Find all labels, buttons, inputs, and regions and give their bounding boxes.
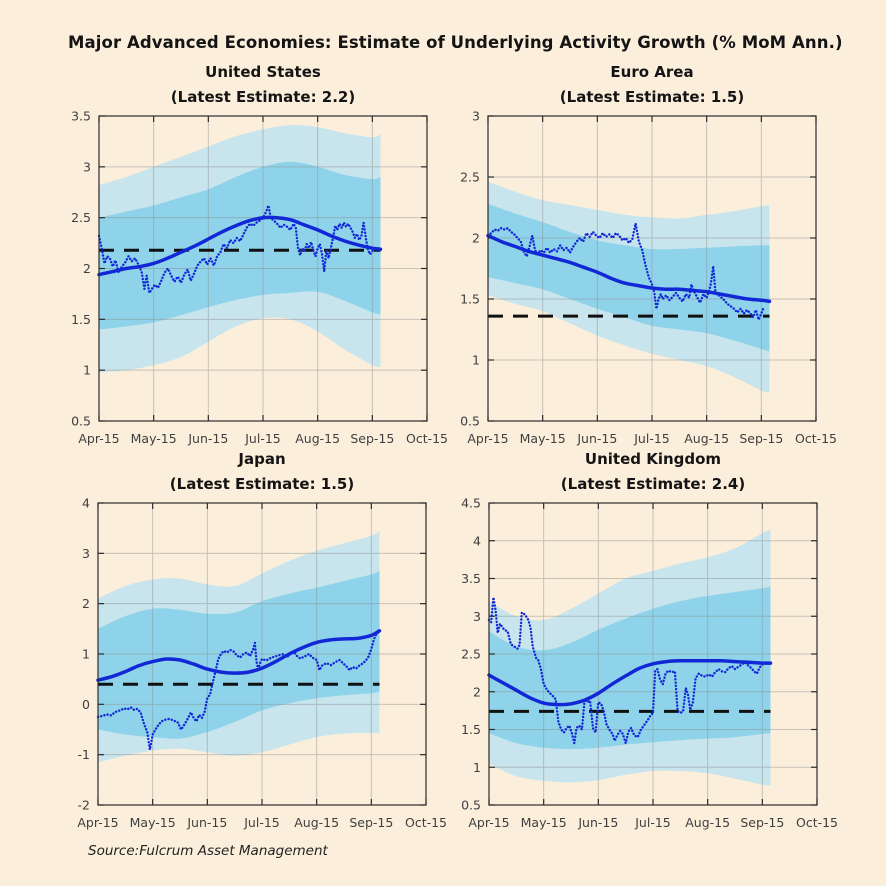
y-tick-label: 1.5 [460, 292, 480, 307]
y-tick-label: 0.5 [460, 414, 480, 429]
x-tick-label: Sep-15 [350, 431, 394, 446]
y-tick-label: 3 [473, 609, 481, 624]
y-tick-label: -2 [78, 798, 90, 813]
united-states-chart: 0.5 1 1.5 2 2.5 3 3.5 Apr-15 May-15 Jun-15 Jul-15 A… [71, 109, 448, 447]
x-tick-label: Sep-15 [739, 431, 783, 446]
smooth-estimate-line [97, 215, 383, 277]
x-tick-label: Sep-15 [349, 815, 393, 830]
y-tick-label: 3 [82, 546, 90, 561]
y-tick-label: -1 [78, 747, 90, 762]
inner-confidence-band [98, 571, 380, 739]
inner-confidence-band [488, 203, 770, 352]
x-tick-label: Apr-15 [77, 815, 118, 830]
tick-labels: -2 -1 0 1 2 3 4 Apr-15 May-15 Jun-15 Jul-15 Aug-15 S… [77, 496, 447, 831]
tick-labels: 0.5 1 1.5 2 2.5 3 Apr-15 May-15 Jun-15 Jul-15 Aug-… [460, 109, 837, 447]
x-tick-label: Apr-15 [467, 431, 508, 446]
x-tick-label: Jul-15 [243, 815, 280, 830]
axes-frame [98, 115, 428, 422]
y-tick-label: 1 [83, 363, 91, 378]
smooth-estimate-line [486, 233, 772, 304]
daily-estimate-dotted-line [97, 204, 377, 295]
panel-title-japan: Japan [238, 450, 286, 468]
x-tick-label: Apr-15 [468, 815, 509, 830]
japan-chart: -2 -1 0 1 2 3 4 Apr-15 May-15 Jun-15 Jul-15 Aug-15 S… [77, 496, 447, 831]
y-tick-label: 4 [473, 533, 481, 548]
x-tick-label: Oct-15 [406, 431, 448, 446]
euro-area-chart: 0.5 1 1.5 2 2.5 3 Apr-15 May-15 Jun-15 Jul-15 Aug-… [460, 109, 837, 447]
x-tick-label: Jun-15 [187, 431, 228, 446]
x-tick-label: Jul-15 [244, 431, 281, 446]
y-tick-label: 1.5 [461, 722, 481, 737]
panel-subtitle-japan: (Latest Estimate: 1.5) [169, 475, 355, 493]
panel-subtitle-euro-area: (Latest Estimate: 1.5) [559, 88, 745, 106]
panel-title-united-kingdom: United Kingdom [584, 450, 722, 468]
x-tick-label: Aug-15 [294, 815, 339, 830]
y-tick-label: 0.5 [71, 414, 91, 429]
panel-subtitle-united-kingdom: (Latest Estimate: 2.4) [560, 475, 746, 493]
x-tick-label: Aug-15 [685, 815, 730, 830]
y-tick-label: 2 [82, 596, 90, 611]
tick-labels: 0.5 1 1.5 2 2.5 3 3.5 Apr-15 May-15 Jun-15 Jul-15 A… [71, 109, 448, 447]
x-tick-label: Jul-15 [634, 815, 671, 830]
y-tick-label: 1 [473, 760, 481, 775]
panel-title-euro-area: Euro Area [610, 63, 694, 81]
x-tick-label: May-15 [130, 815, 176, 830]
smooth-estimate-line [96, 629, 382, 682]
tick-labels: 0.5 1 1.5 2 2.5 3 3.5 4 4.5 Apr-15 May-15 Jun-15 Jul… [461, 496, 838, 831]
smooth-estimate-line [487, 659, 773, 707]
y-tick-label: 0.5 [461, 798, 481, 813]
axes-frame [97, 502, 427, 806]
panel-title-united-states: United States [205, 63, 321, 81]
x-tick-label: Jun-15 [186, 815, 227, 830]
x-tick-label: May-15 [520, 431, 566, 446]
y-tick-label: 1 [82, 647, 90, 662]
x-tick-label: Oct-15 [796, 815, 838, 830]
y-tick-label: 2 [473, 684, 481, 699]
axes-frame [487, 115, 817, 422]
main-title: Major Advanced Economies: Estimate of Un… [68, 33, 843, 52]
source-credit: Source:Fulcrum Asset Management [88, 843, 328, 859]
united-kingdom-chart: 0.5 1 1.5 2 2.5 3 3.5 4 4.5 Apr-15 May-15 Jun-15 Jul… [461, 496, 838, 831]
y-tick-label: 0 [82, 697, 90, 712]
x-tick-label: May-15 [521, 815, 567, 830]
y-tick-label: 2.5 [71, 210, 91, 225]
panel-subtitle-united-states: (Latest Estimate: 2.2) [170, 88, 356, 106]
x-tick-label: Aug-15 [295, 431, 340, 446]
gridlines [488, 502, 818, 806]
y-tick-label: 2.5 [461, 647, 481, 662]
x-tick-label: Oct-15 [795, 431, 837, 446]
daily-estimate-dotted-line [487, 596, 767, 745]
y-tick-label: 1.5 [71, 312, 91, 327]
y-tick-label: 3.5 [71, 109, 91, 124]
y-tick-label: 2 [472, 231, 480, 246]
x-tick-label: Jul-15 [633, 431, 670, 446]
y-tick-label: 3.5 [461, 571, 481, 586]
x-tick-label: Oct-15 [405, 815, 447, 830]
y-tick-label: 3 [83, 159, 91, 174]
y-tick-label: 2.5 [460, 170, 480, 185]
inner-confidence-band [99, 161, 381, 330]
daily-estimate-dotted-line [96, 631, 378, 751]
y-tick-label: 3 [472, 109, 480, 124]
y-tick-label: 4 [82, 496, 90, 511]
x-tick-label: Aug-15 [684, 431, 729, 446]
y-tick-label: 1 [472, 353, 480, 368]
x-tick-label: Apr-15 [78, 431, 119, 446]
x-tick-label: Jun-15 [576, 431, 617, 446]
x-tick-label: Sep-15 [740, 815, 784, 830]
x-tick-label: May-15 [131, 431, 177, 446]
x-tick-label: Jun-15 [577, 815, 618, 830]
y-tick-label: 2 [83, 261, 91, 276]
inner-confidence-band [489, 586, 771, 750]
y-tick-label: 4.5 [461, 496, 481, 511]
axes-frame [488, 502, 818, 806]
